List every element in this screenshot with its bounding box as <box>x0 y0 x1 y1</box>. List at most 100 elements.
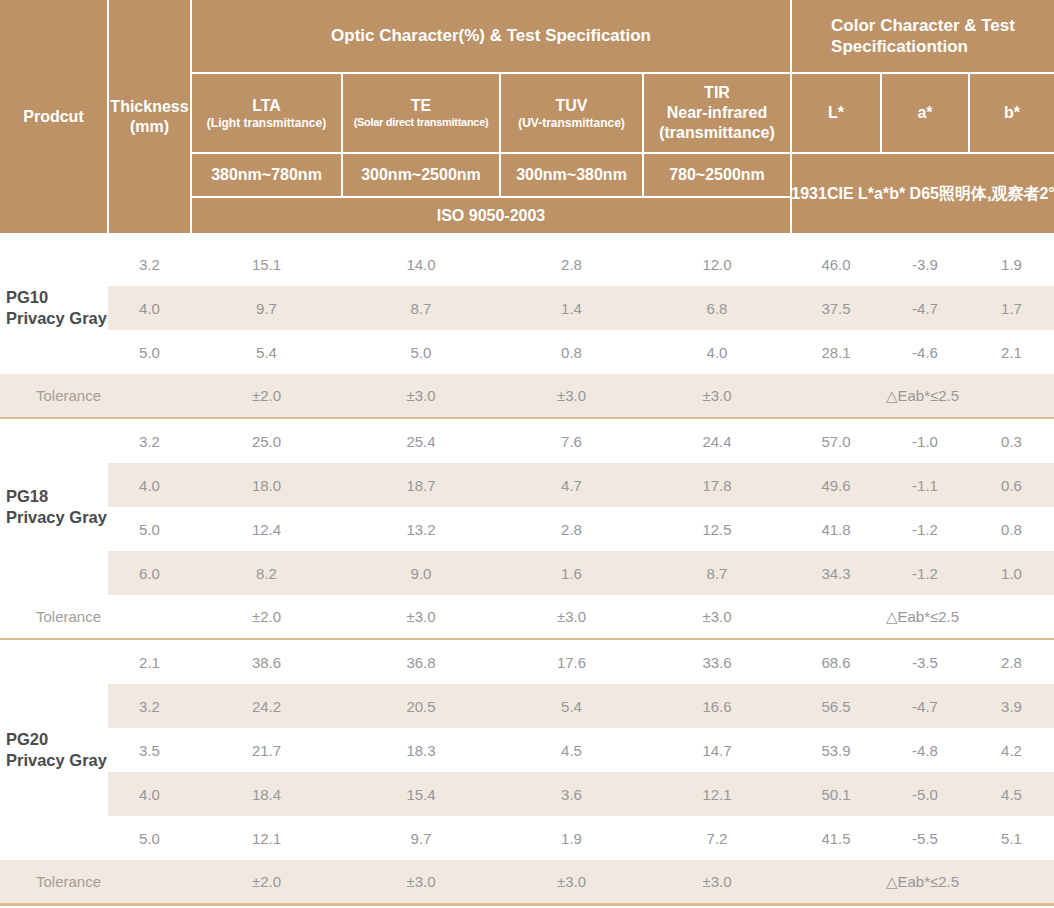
a-star-value: -3.5 <box>881 640 969 684</box>
tuv-value: 4.5 <box>500 728 643 772</box>
header-body-gap <box>0 233 1054 242</box>
thickness-value: 3.2 <box>108 684 191 728</box>
te-value: 20.5 <box>342 684 500 728</box>
lta-value: 9.7 <box>191 286 342 330</box>
te-value: 5.0 <box>342 330 500 374</box>
header-iso-standard: ISO 9050-2003 <box>192 198 790 233</box>
header-col-l-star: L* <box>792 74 880 152</box>
header-col-a-star: a* <box>882 74 968 152</box>
b-star-value: 4.5 <box>969 772 1054 816</box>
header-range-tir: 780~2500nm <box>644 154 790 196</box>
header-group-color-line1: Color Character & Test <box>831 15 1015 36</box>
tir-tolerance: ±3.0 <box>643 860 791 903</box>
table-row: 4.0 9.7 8.7 1.4 6.8 37.5 -4.7 1.7 <box>0 286 1054 330</box>
lta-value: 8.2 <box>191 551 342 595</box>
rows-pg18: 3.2 25.0 25.4 7.6 24.4 57.0 -1.0 0.3 4.0… <box>0 419 1054 638</box>
thickness-value: 4.0 <box>108 286 191 330</box>
a-star-value: -1.1 <box>881 463 969 507</box>
tuv-value: 7.6 <box>500 419 643 463</box>
tir-tolerance: ±3.0 <box>643 374 791 417</box>
table-header: Prodcut Thickness (mm) Optic Character(%… <box>0 0 1054 233</box>
product-name-line2: Privacy Gray <box>6 507 108 528</box>
tuv-value: 2.8 <box>500 242 643 286</box>
color-tolerance: △Eab*≤2.5 <box>791 374 1054 417</box>
tir-tolerance: ±3.0 <box>643 595 791 638</box>
header-col-lta: LTA (Light transmittance) <box>192 74 341 152</box>
table-row: 3.5 21.7 18.3 4.5 14.7 53.9 -4.8 4.2 <box>0 728 1054 772</box>
a-star-value: -5.0 <box>881 772 969 816</box>
a-star-value: -1.2 <box>881 551 969 595</box>
header-range-te: 300nm~2500nm <box>343 154 499 196</box>
tuv-value: 1.6 <box>500 551 643 595</box>
a-star-value: -3.9 <box>881 242 969 286</box>
tir-value: 16.6 <box>643 684 791 728</box>
te-value: 25.4 <box>342 419 500 463</box>
lta-value: 18.4 <box>191 772 342 816</box>
lta-tolerance: ±2.0 <box>191 595 342 638</box>
product-name-pg20: PG20 Privacy Gray <box>0 640 108 860</box>
tuv-value: 2.8 <box>500 507 643 551</box>
table-row: 4.0 18.0 18.7 4.7 17.8 49.6 -1.1 0.6 <box>0 463 1054 507</box>
tuv-value: 4.7 <box>500 463 643 507</box>
header-col-te-title: TE <box>411 96 431 116</box>
tolerance-row: Tolerance ±2.0 ±3.0 ±3.0 ±3.0 △Eab*≤2.5 <box>0 595 1054 638</box>
header-group-color-line2: Specificationtion <box>831 36 1015 57</box>
b-star-value: 2.1 <box>969 330 1054 374</box>
product-name-line2: Privacy Gray <box>6 750 108 771</box>
b-star-value: 1.9 <box>969 242 1054 286</box>
table-row: 5.0 5.4 5.0 0.8 4.0 28.1 -4.6 2.1 <box>0 330 1054 374</box>
l-star-value: 46.0 <box>791 242 881 286</box>
tir-value: 14.7 <box>643 728 791 772</box>
rows-pg20: 2.1 38.6 36.8 17.6 33.6 68.6 -3.5 2.8 3.… <box>0 640 1054 903</box>
tir-value: 12.5 <box>643 507 791 551</box>
tuv-value: 5.4 <box>500 684 643 728</box>
l-star-value: 34.3 <box>791 551 881 595</box>
tir-value: 12.0 <box>643 242 791 286</box>
tir-value: 7.2 <box>643 816 791 860</box>
product-name-line2: Privacy Gray <box>6 308 108 329</box>
header-col-lta-title: LTA <box>252 96 281 116</box>
l-star-value: 49.6 <box>791 463 881 507</box>
te-value: 9.0 <box>342 551 500 595</box>
header-thickness-line2: (mm) <box>130 117 169 137</box>
header-group-color: Color Character & Test Specificationtion <box>792 0 1054 72</box>
section-pg18: PG18 Privacy Gray 3.2 25.0 25.4 7.6 24.4… <box>0 419 1054 638</box>
te-value: 18.7 <box>342 463 500 507</box>
te-value: 18.3 <box>342 728 500 772</box>
lta-value: 12.1 <box>191 816 342 860</box>
header-col-lta-subtitle: (Light transmittance) <box>207 116 326 131</box>
header-cie-standard: 1931CIE L*a*b* D65照明体,观察者2° <box>792 154 1054 233</box>
table-row: 3.2 24.2 20.5 5.4 16.6 56.5 -4.7 3.9 <box>0 684 1054 728</box>
tir-value: 4.0 <box>643 330 791 374</box>
tir-value: 8.7 <box>643 551 791 595</box>
te-value: 13.2 <box>342 507 500 551</box>
thickness-value: 5.0 <box>108 507 191 551</box>
tolerance-label: Tolerance <box>0 595 108 638</box>
b-star-value: 5.1 <box>969 816 1054 860</box>
b-star-value: 3.9 <box>969 684 1054 728</box>
tuv-tolerance: ±3.0 <box>500 374 643 417</box>
te-value: 9.7 <box>342 816 500 860</box>
section-pg10: PG10 Privacy Gray 3.2 15.1 14.0 2.8 12.0… <box>0 242 1054 417</box>
tir-value: 17.8 <box>643 463 791 507</box>
a-star-value: -4.7 <box>881 684 969 728</box>
tuv-value: 1.9 <box>500 816 643 860</box>
tolerance-row: Tolerance ±2.0 ±3.0 ±3.0 ±3.0 △Eab*≤2.5 <box>0 860 1054 903</box>
empty-cell <box>108 860 191 903</box>
te-value: 14.0 <box>342 242 500 286</box>
product-name-line1: PG18 <box>6 486 108 507</box>
l-star-value: 37.5 <box>791 286 881 330</box>
header-col-tir-line3: (transmittance) <box>659 123 775 143</box>
tuv-value: 3.6 <box>500 772 643 816</box>
header-col-tuv-title: TUV <box>556 96 588 116</box>
header-col-tuv-subtitle: (UV-transmittance) <box>518 116 625 131</box>
a-star-value: -5.5 <box>881 816 969 860</box>
table-row: 2.1 38.6 36.8 17.6 33.6 68.6 -3.5 2.8 <box>0 640 1054 684</box>
glass-spec-table: Prodcut Thickness (mm) Optic Character(%… <box>0 0 1054 906</box>
l-star-value: 41.5 <box>791 816 881 860</box>
l-star-value: 68.6 <box>791 640 881 684</box>
thickness-value: 6.0 <box>108 551 191 595</box>
lta-value: 15.1 <box>191 242 342 286</box>
thickness-value: 2.1 <box>108 640 191 684</box>
product-name-line1: PG20 <box>6 729 108 750</box>
